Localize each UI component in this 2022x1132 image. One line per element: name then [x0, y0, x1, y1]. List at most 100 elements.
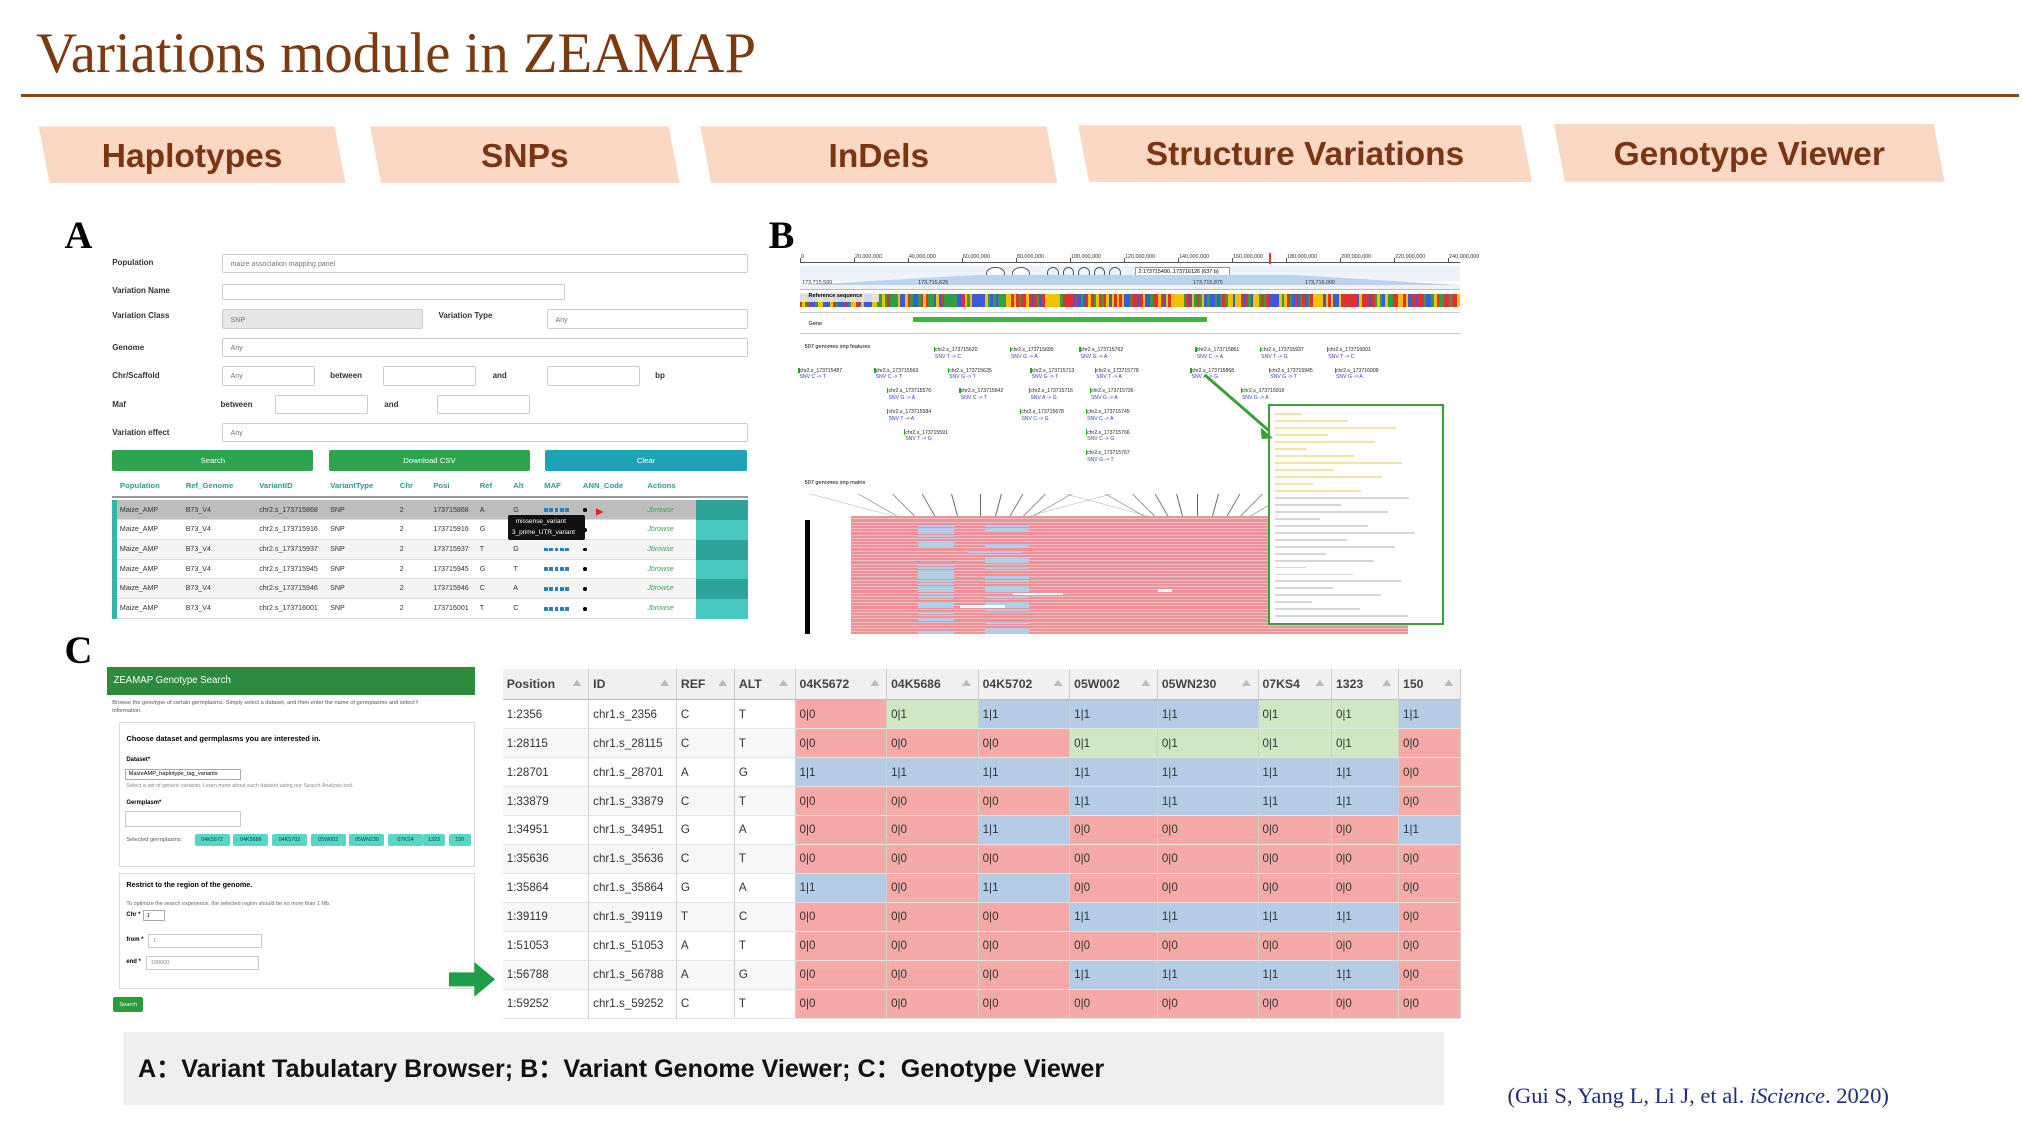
popup-line	[1275, 594, 1381, 596]
button[interactable]: Download CSV	[329, 450, 530, 471]
table-cell: 0|0	[887, 932, 979, 961]
table-cell: 0|0	[1158, 874, 1259, 903]
table-cell: 0|0	[1070, 932, 1158, 961]
tooltip: missense_variant 3_prime_UTR_variant	[508, 515, 585, 541]
table-cell: 1|1	[1070, 787, 1158, 816]
column-header: Population	[120, 482, 160, 491]
ann-dot	[583, 508, 587, 512]
form-field: SNP	[222, 309, 423, 328]
cell-text: B73_V4	[186, 604, 211, 612]
table-cell: 0|0	[979, 787, 1071, 816]
feature-popup	[1268, 404, 1445, 626]
feature-change: SNV C -> A	[1197, 355, 1223, 361]
cell-text: SNP	[330, 565, 345, 573]
row-strip	[112, 579, 117, 599]
field-label: Dataset*	[126, 757, 150, 764]
table-cell: T	[735, 787, 796, 816]
table-cell: 1|1	[979, 816, 1071, 845]
matrix-cell	[918, 544, 954, 547]
table-cell: 1|1	[979, 700, 1071, 729]
section-heading: Restrict to the region of the genome.	[126, 881, 252, 889]
table-cell: 0|0	[1399, 932, 1461, 961]
popup-line	[1275, 567, 1306, 569]
matrix-bar	[805, 520, 810, 635]
popup-line	[1275, 490, 1361, 492]
cell-text: B73_V4	[186, 545, 211, 553]
table-cell: 0|0	[1332, 932, 1399, 961]
matrix-cell	[985, 628, 1029, 631]
maf-bar	[560, 508, 564, 512]
table-cell: chr1.s_35636	[589, 845, 677, 874]
ruler-label: 180,000,000	[1287, 254, 1317, 260]
matrix-cell	[918, 570, 954, 573]
action-cell	[696, 560, 748, 580]
maf-bar	[565, 587, 569, 591]
feature-change: SNV A -> G	[1030, 396, 1056, 402]
matrix-cell	[918, 525, 954, 528]
ann-dot	[583, 587, 587, 591]
matrix-cell	[918, 528, 954, 531]
form-field	[383, 366, 476, 385]
button[interactable]: Clear	[545, 450, 746, 471]
table-cell: 0|0	[1332, 816, 1399, 845]
matrix-cell	[985, 596, 1029, 599]
table-cell: 1:28701	[503, 758, 589, 787]
table-cell: 0|0	[796, 961, 888, 990]
help-text: Select a set of genetic variants. Learn …	[126, 783, 353, 789]
table-cell: 0|1	[887, 700, 979, 729]
popup-line	[1275, 560, 1374, 562]
ruler-label: 220,000,000	[1395, 254, 1425, 260]
column-header: MAF	[544, 482, 561, 491]
column-header: VariantID	[259, 482, 292, 491]
matrix-cell	[918, 564, 954, 567]
table-cell: 1|1	[1332, 961, 1399, 990]
table-cell: 0|0	[887, 990, 979, 1019]
table-cell: 1:35864	[503, 874, 589, 903]
popup-line	[1275, 511, 1388, 513]
column-header: Actions	[647, 482, 675, 491]
form-label: between	[330, 371, 362, 380]
form-field: maize association mapping panel	[222, 254, 748, 273]
table-cell: chr1.s_34951	[589, 816, 677, 845]
cell-text: 173715916	[433, 525, 468, 533]
table-cell: A	[677, 932, 735, 961]
table-cell: C	[677, 990, 735, 1019]
track-separator	[800, 333, 1460, 334]
form-label: and	[384, 400, 398, 409]
form-label: Variation Class	[112, 311, 169, 320]
row-strip	[112, 599, 117, 619]
cell-text: G	[513, 506, 519, 514]
germplasm-chip: 04K5686	[233, 834, 268, 846]
popup-line	[1275, 574, 1354, 576]
feature-change: SNV G -> T	[949, 375, 976, 381]
feature-change: SNV T -> A	[888, 417, 914, 423]
popup-line	[1275, 587, 1333, 589]
table-cell: 0|0	[979, 845, 1071, 874]
cell-text: 2	[400, 506, 404, 514]
ruler-label: 200,000,000	[1341, 254, 1371, 260]
cell-text: Maize_AMP	[120, 604, 158, 612]
matrix-cell	[985, 589, 1029, 592]
feature-change: SNV T -> C	[935, 355, 961, 361]
table-cell: 1|1	[1259, 758, 1333, 787]
cell-text: A	[480, 506, 485, 514]
table-cell: 0|0	[887, 961, 979, 990]
table-cell: 0|0	[1070, 845, 1158, 874]
popup-line	[1275, 608, 1360, 610]
form-value: Any	[555, 316, 567, 324]
intro-text: information.	[112, 708, 142, 715]
table-cell: 1|1	[1158, 961, 1259, 990]
button[interactable]: Search	[112, 450, 313, 471]
table-cell: 1|1	[1070, 903, 1158, 932]
popup-line	[1275, 455, 1355, 457]
germplasm-chip: 05W002	[311, 834, 346, 846]
cell-text: Maize_AMP	[120, 545, 158, 553]
column-header: Ref_Genome	[186, 482, 234, 491]
ruler-label: 80,000,000	[1017, 254, 1044, 260]
slide-title: Variations module in ZEAMAP	[36, 21, 756, 86]
tooltip-text: 3_prime_UTR_variant	[512, 529, 575, 536]
select-box: MaizeAMP_haplotype_tag_variants	[125, 769, 241, 781]
table-cell: 1|1	[1158, 787, 1259, 816]
search-button[interactable]: Search	[113, 997, 143, 1012]
table-cell: A	[735, 874, 796, 903]
